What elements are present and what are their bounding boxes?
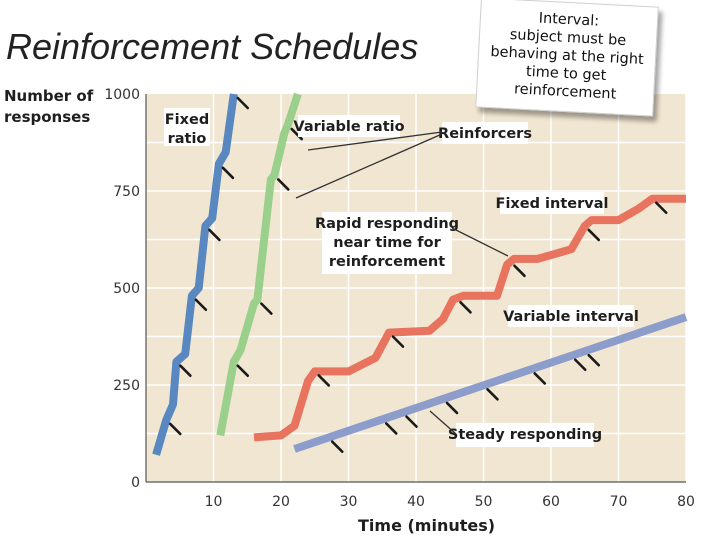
reinforcer-mark xyxy=(459,301,472,314)
x-tick-label: 20 xyxy=(272,494,290,510)
label-variable-interval-box xyxy=(508,305,634,327)
x-axis-label: Time (minutes) xyxy=(358,516,496,535)
chart-panel: 0 250 500 750 1000 10 20 30 40 50 60 70 80 Fixed rati… xyxy=(0,84,696,540)
label-rapid-responding-box xyxy=(322,212,452,274)
reinforcer-mark xyxy=(513,264,526,278)
label-steady-responding-box xyxy=(456,423,594,447)
sticky-note: Interval: subject must be behaving at the … xyxy=(475,0,659,117)
label-rapid-responding-text: Rapid responding xyxy=(315,216,459,232)
reinforcer-mark xyxy=(533,372,547,385)
x-tick-label: 60 xyxy=(542,494,560,510)
reinforcer-mark xyxy=(208,228,221,242)
x-tick-label: 70 xyxy=(610,494,628,510)
reinforcer-mark xyxy=(384,422,398,435)
series-line-variable-ratio xyxy=(216,92,302,437)
reinforcer-mark xyxy=(445,401,459,415)
label-reinforcers: Reinforcers xyxy=(438,122,532,144)
y-axis-label: Number of responses xyxy=(4,87,94,126)
label-fixed-interval: Fixed interval xyxy=(496,192,609,214)
reinforcer-mark xyxy=(330,440,344,453)
y-tick-label: 1000 xyxy=(104,87,140,103)
label-fixed-interval-box xyxy=(500,192,604,214)
label-variable-interval: Variable interval xyxy=(503,305,639,327)
reinforcer-mark xyxy=(236,96,250,110)
label-steady-responding: Steady responding xyxy=(448,423,602,447)
y-tick-label: 500 xyxy=(113,281,140,297)
series-line-fixed-interval xyxy=(253,194,686,442)
y-tick-label: 250 xyxy=(113,378,140,394)
chart: 0 250 500 750 1000 10 20 30 40 50 60 70 80 Fixed rati… xyxy=(104,87,695,510)
slide-title: Reinforcement Schedules xyxy=(6,26,419,67)
y-tick-label: 750 xyxy=(113,184,140,200)
reinforcer-mark xyxy=(587,353,601,367)
reinforcer-mark xyxy=(194,298,208,312)
label-variable-ratio-text: Variable ratio xyxy=(293,119,404,135)
label-variable-ratio-box xyxy=(298,115,400,137)
x-tick-label: 40 xyxy=(407,494,425,510)
label-variable-interval-text: Variable interval xyxy=(503,309,639,325)
reinforcer-mark xyxy=(260,302,273,315)
label-fixed-ratio-box xyxy=(164,108,210,146)
x-tick-label: 10 xyxy=(205,494,223,510)
label-fixed-interval-text: Fixed interval xyxy=(496,196,609,212)
series-line-variable-interval xyxy=(293,313,688,453)
leader-rapid-responding xyxy=(451,227,509,257)
reinforcer-mark xyxy=(573,358,587,372)
label-fixed-ratio: Fixed ratio xyxy=(164,108,210,147)
leader-steady-responding xyxy=(429,410,457,435)
reinforcer-mark xyxy=(168,422,182,436)
reinforcer-mark xyxy=(654,201,668,215)
label-variable-ratio: Variable ratio xyxy=(293,115,405,137)
label-steady-responding-text: Steady responding xyxy=(448,427,602,443)
label-fixed-ratio-text: Fixed xyxy=(165,112,209,128)
series-line-fixed-ratio xyxy=(152,93,238,456)
x-tick-label: 50 xyxy=(475,494,493,510)
reinforcer-mark xyxy=(391,335,405,348)
reinforcer-mark xyxy=(486,388,499,401)
reinforcer-mark xyxy=(405,415,418,428)
reinforcer-mark xyxy=(236,364,250,378)
leader-reinforcers-2 xyxy=(295,133,443,199)
reinforcer-mark xyxy=(587,228,601,242)
reinforcer-mark xyxy=(179,364,192,378)
reinforcer-mark xyxy=(221,166,235,180)
label-rapid-responding: Rapid responding near time for reinforceme… xyxy=(315,212,459,274)
label-reinforcers-box xyxy=(442,122,528,144)
leader-reinforcers-1 xyxy=(307,131,443,151)
label-rapid-responding-text: near time for xyxy=(333,235,441,251)
x-tick-label: 80 xyxy=(677,494,695,510)
y-tick-label: 0 xyxy=(131,475,140,491)
reinforcer-mark xyxy=(276,178,290,191)
label-reinforcers-text: Reinforcers xyxy=(438,126,532,142)
reinforcer-mark xyxy=(317,374,331,387)
reinforcer-mark xyxy=(290,127,304,141)
label-fixed-ratio-text: ratio xyxy=(168,131,207,147)
x-tick-label: 30 xyxy=(340,494,358,510)
label-rapid-responding-text: reinforcement xyxy=(329,254,445,270)
